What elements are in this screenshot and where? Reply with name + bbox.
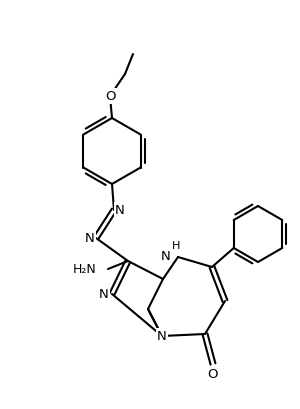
Text: N: N <box>160 249 170 262</box>
Text: N: N <box>99 288 109 301</box>
Text: H₂N: H₂N <box>72 263 96 276</box>
Text: N: N <box>85 232 95 245</box>
Text: N: N <box>157 330 167 343</box>
Text: H: H <box>172 240 180 250</box>
Text: O: O <box>208 368 218 380</box>
Text: N: N <box>115 204 125 217</box>
Text: O: O <box>105 90 115 103</box>
